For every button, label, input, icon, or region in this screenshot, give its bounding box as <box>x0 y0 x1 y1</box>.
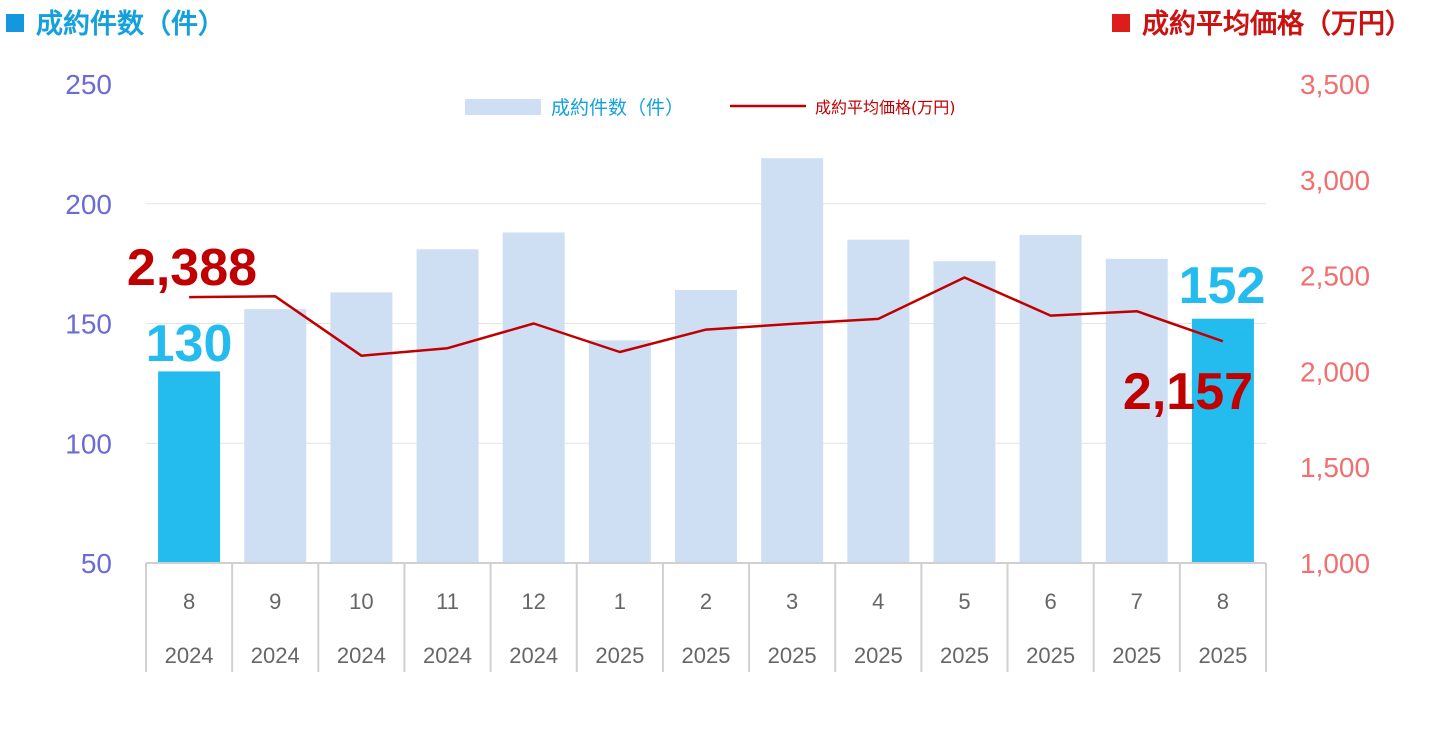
bar-highlight <box>1191 318 1254 563</box>
legend-line-label: 成約平均価格(万円) <box>815 98 956 117</box>
price-line <box>189 276 1224 357</box>
bar <box>244 309 307 563</box>
x-year-label: 2025 <box>682 643 731 668</box>
right-axis-tick-label: 1,000 <box>1300 548 1370 579</box>
data-label-last-price: 2,157 <box>1123 363 1253 421</box>
x-year-label: 2025 <box>1198 643 1247 668</box>
bar <box>330 292 393 563</box>
right-axis-tick-label: 3,500 <box>1300 69 1370 100</box>
data-label-last-bar: 152 <box>1179 257 1266 315</box>
x-month-label: 1 <box>614 589 626 614</box>
x-year-label: 2024 <box>423 643 472 668</box>
bar <box>416 249 479 563</box>
x-year-label: 2025 <box>940 643 989 668</box>
x-month-label: 9 <box>269 589 281 614</box>
bar-highlight <box>158 371 221 563</box>
left-axis-tick-label: 100 <box>65 428 112 459</box>
left-axis-header: 成約件数（件） <box>6 2 225 41</box>
left-axis-header-text: 成約件数（件） <box>36 9 225 40</box>
x-year-label: 2025 <box>854 643 903 668</box>
x-year-label: 2025 <box>1112 643 1161 668</box>
x-month-label: 5 <box>958 589 970 614</box>
x-month-label: 10 <box>349 589 373 614</box>
x-year-label: 2024 <box>165 643 214 668</box>
right-axis-tick-label: 1,500 <box>1300 452 1370 483</box>
bar <box>588 340 651 563</box>
data-label-first-bar: 130 <box>146 315 233 373</box>
left-axis-tick-label: 150 <box>65 309 112 340</box>
x-month-label: 6 <box>1044 589 1056 614</box>
x-year-label: 2024 <box>509 643 558 668</box>
x-month-label: 8 <box>1217 589 1229 614</box>
x-month-label: 12 <box>521 589 545 614</box>
legend-bar-swatch <box>465 99 541 115</box>
bar <box>1105 258 1168 563</box>
legend-bar-label: 成約件数（件） <box>551 97 684 119</box>
bar <box>847 239 910 564</box>
right-axis-header: 成約平均価格（万円） <box>1112 2 1412 41</box>
x-month-label: 11 <box>436 589 459 614</box>
right-axis-header-text: 成約平均価格（万円） <box>1142 9 1412 40</box>
left-axis-tick-label: 50 <box>81 548 112 579</box>
right-axis-tick-label: 2,500 <box>1300 261 1370 292</box>
data-label-first-price: 2,388 <box>127 239 257 297</box>
square-icon-right <box>1112 14 1130 32</box>
bar <box>502 232 565 564</box>
left-axis-tick-label: 250 <box>65 69 112 100</box>
x-month-label: 3 <box>786 589 798 614</box>
bar <box>933 261 996 563</box>
bar <box>675 289 737 563</box>
x-year-label: 2024 <box>337 643 386 668</box>
x-month-label: 2 <box>700 589 712 614</box>
x-month-label: 7 <box>1131 589 1143 614</box>
x-month-label: 8 <box>183 589 195 614</box>
right-axis-tick-label: 2,000 <box>1300 356 1370 387</box>
left-axis-tick-label: 200 <box>65 189 112 220</box>
x-month-label: 4 <box>872 589 884 614</box>
x-year-label: 2025 <box>1026 643 1075 668</box>
x-year-label: 2025 <box>768 643 817 668</box>
bar <box>761 158 824 563</box>
right-axis-tick-label: 3,000 <box>1300 165 1370 196</box>
square-icon-left <box>6 14 24 32</box>
x-year-label: 2025 <box>595 643 644 668</box>
bar <box>1019 234 1082 563</box>
x-year-label: 2024 <box>251 643 300 668</box>
